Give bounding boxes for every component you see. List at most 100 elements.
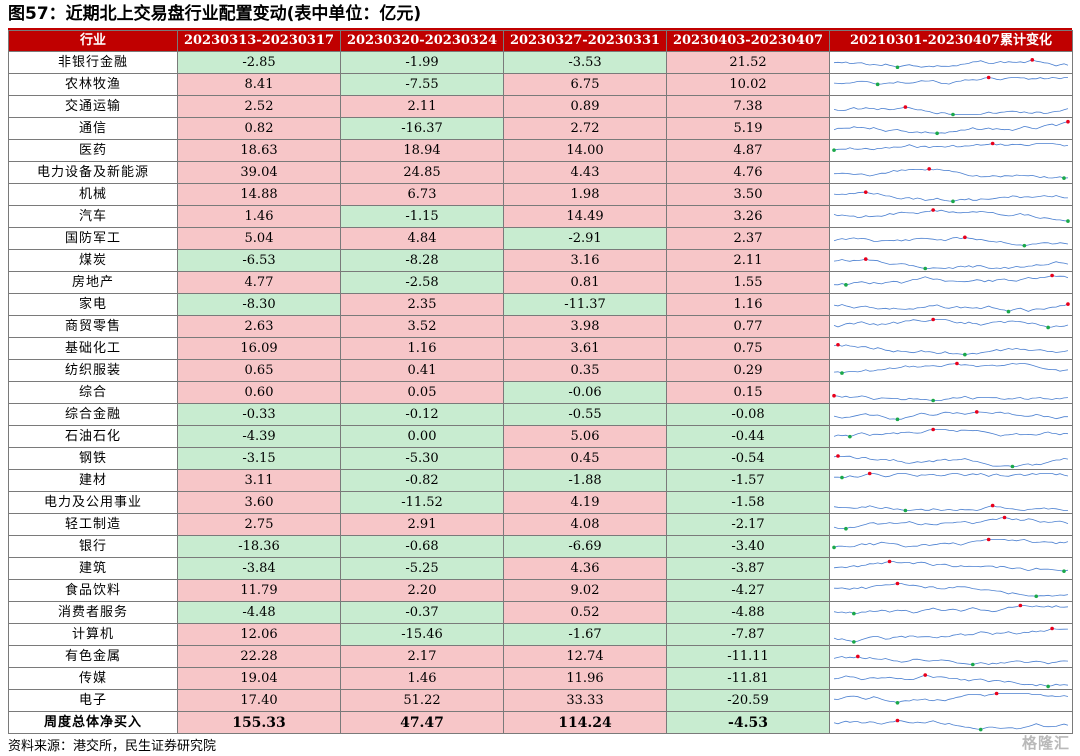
sparkline-max-marker <box>887 559 892 563</box>
value-cell: 2.63 <box>177 315 341 338</box>
table-row: 建材 3.11 -0.82 -1.88 -1.57 <box>8 469 1073 492</box>
sparkline-min-marker <box>840 475 844 479</box>
value-cell: 0.29 <box>666 359 830 382</box>
sparkline-max-marker <box>990 141 995 145</box>
value-cell: 2.75 <box>177 513 341 536</box>
cumulative-sparkline-cell <box>829 315 1073 338</box>
value-cell: -3.40 <box>666 535 830 558</box>
sparkline <box>834 471 1069 479</box>
value-cell: -20.59 <box>666 689 830 712</box>
sparkline-max-marker <box>863 189 868 194</box>
value-cell: 17.40 <box>177 689 341 712</box>
industry-name: 国防军工 <box>8 227 178 250</box>
industry-name: 银行 <box>8 535 178 558</box>
value-cell: -0.82 <box>340 469 504 492</box>
sparkline-max-marker <box>986 537 991 541</box>
value-cell: 1.16 <box>666 293 830 316</box>
table-row: 医药 18.63 18.94 14.00 4.87 <box>8 139 1073 162</box>
value-cell: 0.52 <box>503 601 667 624</box>
title-rule <box>8 28 1072 30</box>
sparkline <box>833 515 1069 531</box>
value-cell: -0.08 <box>666 403 830 426</box>
sparkline-max-marker <box>986 75 991 79</box>
value-cell: 2.11 <box>666 249 830 272</box>
value-cell: 4.84 <box>340 227 504 250</box>
sparkline-max-marker <box>990 503 995 507</box>
industry-name: 传媒 <box>8 667 178 690</box>
sparkline-path <box>833 516 1069 529</box>
value-cell: 11.79 <box>177 579 341 602</box>
value-cell: -0.44 <box>666 425 830 448</box>
value-cell: 3.50 <box>666 183 830 206</box>
value-cell: 5.06 <box>503 425 667 448</box>
sparkline-path <box>833 719 1069 730</box>
sparkline <box>833 453 1069 468</box>
value-cell: -6.69 <box>503 535 667 558</box>
industry-name: 医药 <box>8 139 178 162</box>
header-week-3: 20230327-20230331 <box>503 30 667 52</box>
sparkline-min-marker <box>978 727 983 731</box>
cumulative-sparkline-cell <box>829 117 1073 140</box>
value-cell: 0.41 <box>340 359 504 382</box>
industry-name: 电子 <box>8 689 178 712</box>
sparkline-min-marker <box>951 112 955 116</box>
industry-name: 汽车 <box>8 205 178 228</box>
industry-name: 电力及公用事业 <box>8 491 178 514</box>
value-cell: -1.99 <box>340 51 504 74</box>
table-row: 电力及公用事业 3.60 -11.52 4.19 -1.58 <box>8 491 1073 514</box>
sparkline-max-marker <box>1018 603 1023 607</box>
header-cumulative: 20210301-20230407累计变化 <box>829 30 1073 52</box>
watermark-logo: 格隆汇 <box>1021 734 1070 752</box>
value-cell: 2.72 <box>503 117 667 140</box>
sparkline <box>833 235 1069 247</box>
value-cell: 2.17 <box>340 645 504 668</box>
value-cell: 14.00 <box>503 139 667 162</box>
value-cell: 4.76 <box>666 161 830 184</box>
value-cell: 3.61 <box>503 337 667 360</box>
value-cell: -4.88 <box>666 601 830 624</box>
cumulative-sparkline-cell <box>829 73 1073 96</box>
industry-name: 煤炭 <box>8 249 178 272</box>
industry-name: 综合 <box>8 381 178 404</box>
value-cell: 3.52 <box>340 315 504 338</box>
sparkline-max-marker <box>1066 119 1070 124</box>
sparkline-max-marker <box>895 718 900 722</box>
sparkline <box>833 104 1069 116</box>
value-cell: 1.16 <box>340 337 504 360</box>
table-row: 家电 -8.30 2.35 -11.37 1.16 <box>8 293 1073 316</box>
value-cell: -4.53 <box>666 711 830 734</box>
value-cell: -5.25 <box>340 557 504 580</box>
value-cell: 4.19 <box>503 491 667 514</box>
value-cell: 16.09 <box>177 337 341 360</box>
value-cell: 3.11 <box>177 469 341 492</box>
sparkline <box>834 691 1069 705</box>
sparkline <box>832 537 1069 549</box>
industry-name: 周度总体净买入 <box>8 711 178 734</box>
sparkline-path <box>833 343 1069 355</box>
sparkline-max-marker <box>955 361 959 365</box>
source-note: 资料来源：港交所，民生证券研究院 <box>8 739 217 754</box>
cumulative-sparkline-cell <box>829 469 1073 492</box>
value-cell: 0.00 <box>340 425 504 448</box>
value-cell: 5.19 <box>666 117 830 140</box>
value-cell: 0.15 <box>666 381 830 404</box>
industry-name: 交通运输 <box>8 95 178 118</box>
sparkline-min-marker <box>832 545 836 549</box>
cumulative-sparkline-cell <box>829 139 1073 162</box>
value-cell: 0.75 <box>666 337 830 360</box>
total-row: 周度总体净买入 155.33 47.47 114.24 -4.53 <box>8 711 1073 734</box>
sparkline-max-marker <box>931 317 935 321</box>
sparkline-path <box>833 58 1069 68</box>
value-cell: -6.53 <box>177 249 341 272</box>
cumulative-sparkline-cell <box>829 425 1073 448</box>
value-cell: 11.96 <box>503 667 667 690</box>
sparkline-path <box>833 410 1068 420</box>
cumulative-sparkline-cell <box>829 271 1073 294</box>
cumulative-sparkline-cell <box>829 579 1073 602</box>
sparkline-max-marker <box>1050 273 1054 277</box>
value-cell: 12.06 <box>177 623 341 646</box>
value-cell: -4.27 <box>666 579 830 602</box>
industry-name: 商贸零售 <box>8 315 178 338</box>
sparkline-path <box>833 209 1069 221</box>
sparkline-path <box>833 303 1069 312</box>
